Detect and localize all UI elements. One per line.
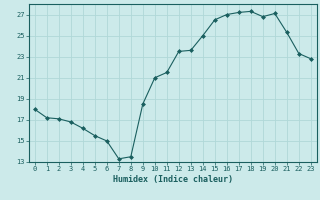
X-axis label: Humidex (Indice chaleur): Humidex (Indice chaleur) [113,175,233,184]
